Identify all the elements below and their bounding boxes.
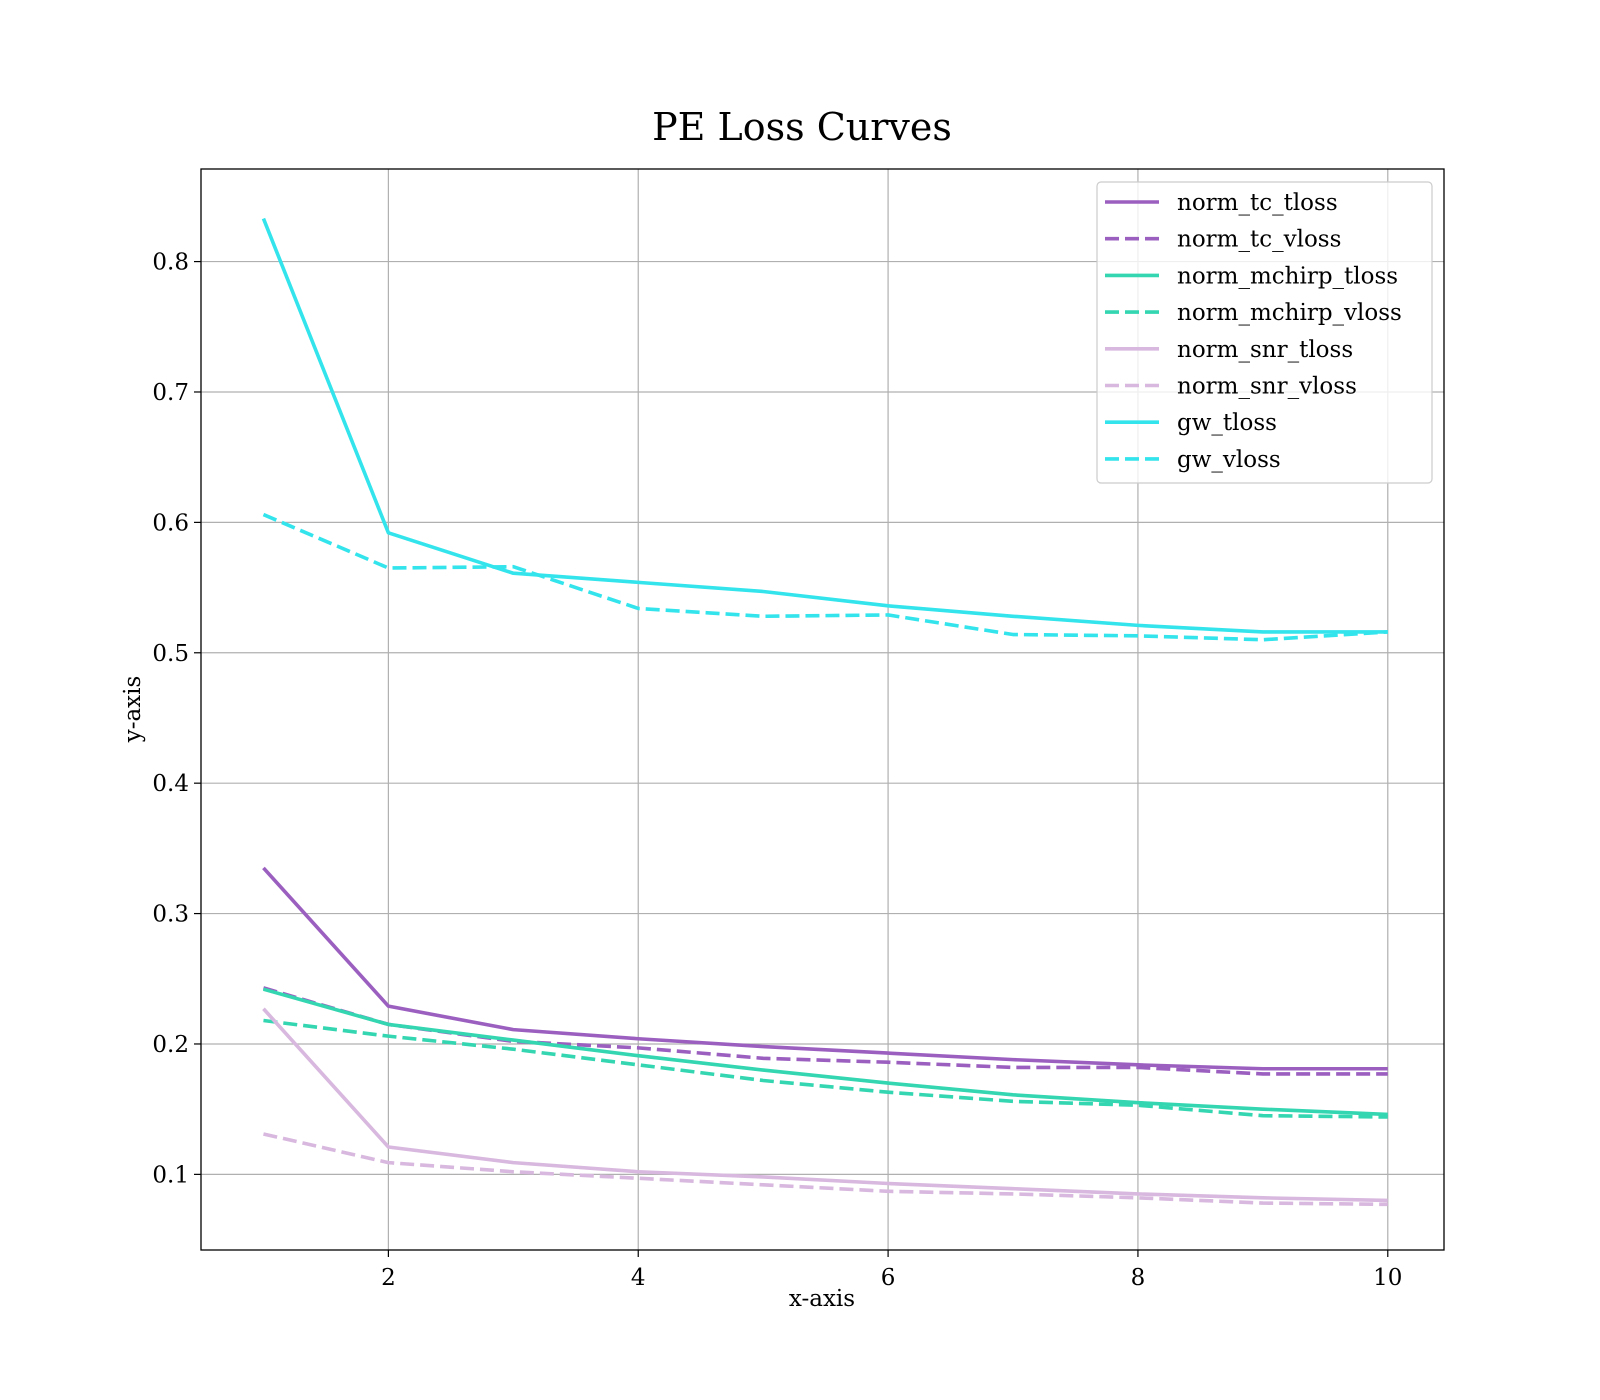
- series-line-norm_tc_tloss: [262, 866, 1388, 1071]
- series-line-norm_mchirp_vloss: [263, 1018, 1388, 1119]
- x-tick-label: 6: [881, 1265, 896, 1291]
- plot-frame: [200, 168, 1445, 1251]
- series-line-gw_tloss: [261, 217, 1388, 634]
- x-axis-label: x-axis: [789, 1286, 855, 1312]
- series-line-norm_mchirp_tloss: [262, 987, 1388, 1117]
- y-axis-ticks: 0.1 0.2 0.3 0.4 0.5 0.6 0.7 0.8: [152, 250, 201, 1188]
- y-tick-label: 0.8: [152, 250, 189, 276]
- x-tick-label: 4: [631, 1265, 646, 1291]
- x-tick-label: 10: [1373, 1265, 1402, 1291]
- y-tick-label: 0.1: [152, 1162, 189, 1188]
- legend-frame: [1096, 181, 1433, 484]
- legend-label-gw_tloss: gw_tloss: [1177, 410, 1277, 436]
- series-line-gw_vloss: [262, 512, 1388, 642]
- x-tick-label: 2: [381, 1265, 396, 1291]
- legend-label-gw_vloss: gw_vloss: [1177, 447, 1281, 473]
- legend-label-norm_mchirp_tloss: norm_mchirp_tloss: [1177, 263, 1398, 289]
- y-tick-label: 0.7: [152, 380, 189, 406]
- x-axis-ticks: 2 4 6 8 10: [381, 1250, 1402, 1291]
- y-tick-label: 0.5: [152, 641, 189, 667]
- legend-label-norm_snr_tloss: norm_snr_tloss: [1177, 337, 1353, 363]
- chart-title: PE Loss Curves: [652, 105, 952, 149]
- y-axis-label: y-axis: [120, 676, 146, 744]
- legend-label-norm_tc_tloss: norm_tc_tloss: [1177, 190, 1338, 216]
- legend: norm_tc_tloss norm_tc_vloss norm_mchirp_tl…: [1096, 181, 1433, 484]
- legend-items: norm_tc_tloss norm_tc_vloss norm_mchirp_tl…: [1105, 190, 1402, 473]
- legend-label-norm_mchirp_vloss: norm_mchirp_vloss: [1177, 300, 1402, 326]
- legend-label-norm_snr_vloss: norm_snr_vloss: [1177, 374, 1357, 400]
- y-tick-label: 0.3: [152, 902, 189, 928]
- y-tick-label: 0.2: [152, 1032, 189, 1058]
- y-tick-label: 0.4: [152, 771, 189, 797]
- legend-label-norm_tc_vloss: norm_tc_vloss: [1177, 227, 1341, 253]
- series-line-norm_snr_tloss: [262, 1007, 1388, 1203]
- y-tick-label: 0.6: [152, 510, 189, 536]
- series-layer: [261, 217, 1388, 1207]
- series-line-norm_snr_vloss: [263, 1132, 1388, 1207]
- x-tick-label: 8: [1131, 1265, 1146, 1291]
